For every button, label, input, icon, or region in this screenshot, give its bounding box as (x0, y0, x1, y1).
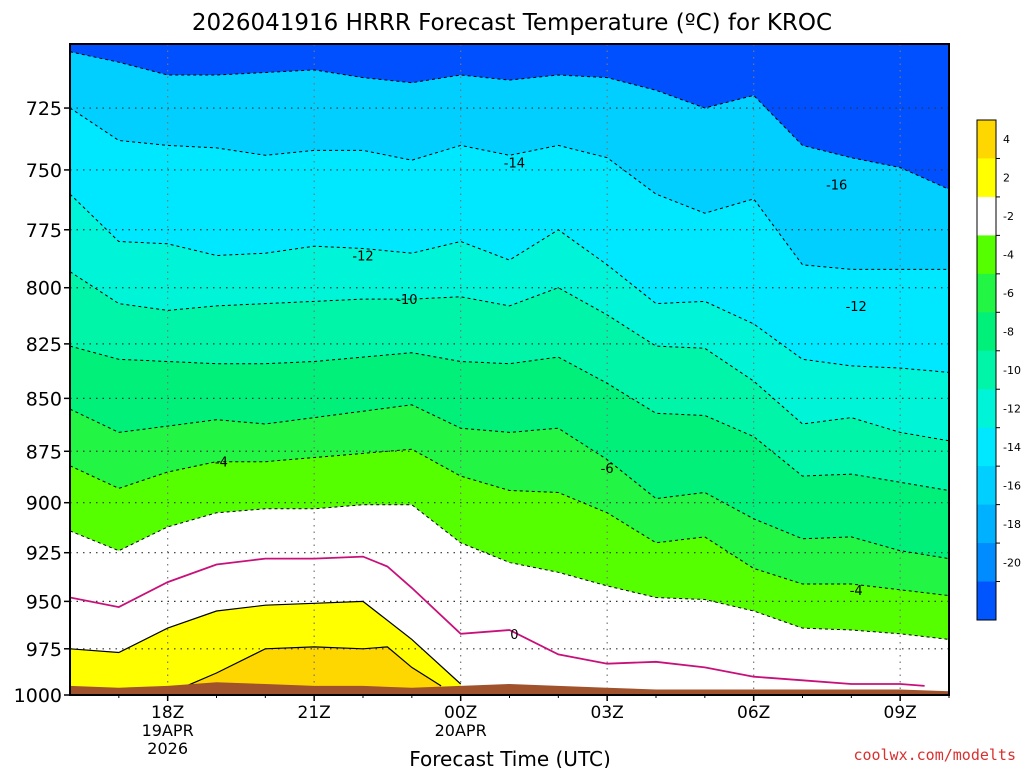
y-tick-label: 850 (26, 388, 62, 410)
contour-line-m16 (70, 51, 949, 190)
colorbar-swatch (977, 312, 996, 352)
colorbar-label: -16 (1003, 479, 1021, 492)
colorbar-swatch (977, 158, 996, 198)
contour-lines (70, 51, 949, 695)
y-tick-label: 725 (26, 98, 62, 120)
watermark: coolwx.com/modelts (853, 746, 1016, 764)
chart-title: 2026041916 HRRR Forecast Temperature (ºC… (192, 10, 832, 36)
x-axis-label: Forecast Time (UTC) (409, 747, 611, 768)
contour-line-m14 (70, 107, 949, 270)
y-tick-label: 950 (26, 591, 62, 613)
contour-line-m6 (70, 404, 949, 560)
colorbar-label: -6 (1003, 287, 1014, 300)
colorbar-label: 4 (1003, 133, 1010, 146)
contour-label-group: -14 -16 -12 -10 -12 -4 -6 -4 0 (215, 157, 867, 643)
colorbar-label: -4 (1003, 249, 1014, 262)
colorbar-swatch (977, 466, 996, 506)
contour-label: -4 (215, 456, 228, 471)
colorbar-swatch (977, 235, 996, 275)
contour-label: -6 (601, 462, 614, 477)
contour-label: -12 (846, 300, 867, 315)
contour-label: -14 (504, 157, 525, 172)
colorbar-swatch (977, 389, 996, 429)
colorbar-label: -18 (1003, 518, 1021, 531)
y-tick-label: 750 (26, 160, 62, 182)
colorbar-label: -14 (1003, 441, 1021, 454)
contour-label: -10 (396, 293, 417, 308)
x-tick-label: 21Z (298, 703, 331, 723)
colorbar-swatch (977, 273, 996, 313)
colorbar-label: -8 (1003, 326, 1014, 339)
y-tick-label: 825 (26, 334, 62, 356)
colorbar-swatch (977, 196, 996, 236)
grid-lines (70, 44, 949, 695)
contour-line-m8 (70, 345, 949, 491)
colorbar-frame (976, 119, 997, 621)
colorbar-swatch (977, 350, 996, 390)
contour-line-0 (70, 555, 925, 687)
y-tick-label: 800 (26, 278, 62, 300)
y-tick-label: 875 (26, 441, 62, 463)
colorbar-swatch (977, 504, 996, 544)
plot-area (70, 44, 949, 695)
colorbar-swatch (977, 427, 996, 467)
y-tick-label: 975 (26, 639, 62, 661)
colorbar-swatch (977, 120, 996, 159)
y-tick-label: 925 (26, 543, 62, 565)
colorbar: 4 2 -2 -4 -6 -8 -10 -12 -14 -16 -18 -20 (976, 119, 1021, 621)
contour-label: -12 (352, 249, 373, 264)
colorbar-label: 2 (1003, 172, 1010, 185)
y-tick-label: 900 (26, 493, 62, 515)
x-tick-label: 00Z (444, 703, 477, 723)
y-tick-label: 775 (26, 220, 62, 242)
x-tick-label: 18Z (151, 703, 184, 723)
x-tick-sublabel: 2026 (147, 739, 188, 758)
colorbar-swatch (977, 543, 996, 583)
contour-label: -4 (850, 584, 863, 599)
x-tick-sublabel: 20APR (435, 721, 487, 740)
colorbar-swatch (977, 581, 996, 621)
x-tick-label: 03Z (591, 703, 624, 723)
contour-line-m2 (70, 504, 949, 640)
fill-band-4 (182, 646, 442, 695)
y-axis: 725 750 775 800 825 850 875 900 925 950 975 1000 (14, 98, 70, 707)
colorbar-label: -10 (1003, 364, 1021, 377)
x-tick-label: 06Z (737, 703, 770, 723)
terrain-fill (70, 682, 949, 695)
contour-line-m10 (70, 271, 949, 442)
x-tick-label: 09Z (884, 703, 917, 723)
x-tick-sublabel: 19APR (142, 721, 194, 740)
colorbar-label: -20 (1003, 556, 1021, 569)
colorbar-label: -12 (1003, 402, 1021, 415)
contour-label: 0 (510, 628, 518, 643)
y-tick-label: 1000 (14, 685, 62, 707)
contour-line-2 (70, 600, 462, 685)
contour-label: -16 (826, 178, 847, 193)
colorbar-label: -2 (1003, 210, 1014, 223)
contour-line-m4 (70, 448, 949, 597)
contour-line-4 (182, 646, 442, 689)
